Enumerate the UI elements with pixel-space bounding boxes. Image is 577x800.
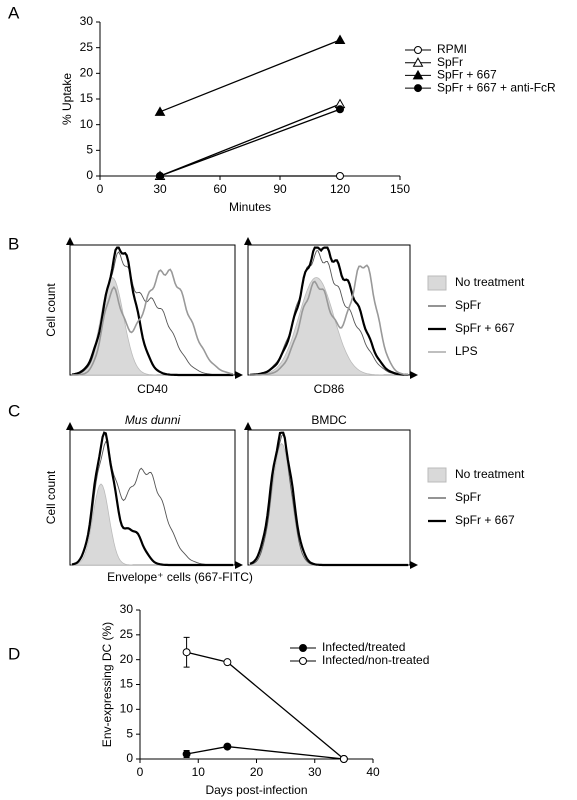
marker — [223, 658, 232, 667]
x-tick-label: 0 — [137, 765, 144, 779]
legend-swatch — [427, 275, 447, 291]
y-tick-label: 15 — [120, 677, 134, 691]
marker — [299, 657, 307, 665]
histogram-area — [71, 483, 233, 566]
x-axis-label: CD40 — [137, 382, 168, 396]
y-tick-label: 25 — [120, 627, 134, 641]
y-tick-label: 30 — [120, 602, 134, 616]
legend-label: Infected/treated — [322, 640, 405, 654]
y-tick-label: 0 — [126, 751, 133, 765]
series-line — [186, 651, 345, 760]
histogram-curve — [71, 268, 234, 376]
x-tick-label: 120 — [330, 182, 350, 196]
series-line — [159, 39, 341, 113]
x-axis-label: Envelope⁺ cells (667-FITC) — [107, 570, 253, 584]
plot-title: BMDC — [311, 413, 347, 427]
marker — [334, 34, 346, 44]
x-tick-label: 90 — [273, 182, 287, 196]
marker — [412, 57, 424, 67]
legend-label: SpFr + 667 + anti-FcR — [437, 80, 556, 94]
marker — [414, 84, 422, 93]
y-tick-label: 0 — [86, 168, 93, 182]
series-line — [159, 103, 341, 177]
x-tick-label: 0 — [97, 182, 104, 196]
histogram-curve — [249, 246, 409, 376]
legend-label: SpFr — [455, 298, 481, 312]
y-axis-label: % Uptake — [60, 73, 74, 125]
panel-label: A — [8, 3, 20, 22]
marker — [182, 648, 191, 657]
marker — [182, 750, 191, 759]
histogram-curve — [250, 264, 409, 376]
legend-label: RPMI — [437, 42, 467, 56]
legend-label: SpFr + 667 — [437, 68, 497, 82]
plot-title: Mus dunni — [125, 413, 181, 427]
x-tick-label: 10 — [192, 765, 206, 779]
marker — [156, 172, 164, 180]
marker — [414, 46, 422, 54]
legend-label: SpFr — [455, 490, 481, 504]
x-axis-label: Days post-infection — [205, 783, 307, 797]
series-line — [186, 745, 344, 760]
marker — [223, 742, 232, 751]
y-tick-label: 30 — [80, 14, 94, 28]
y-tick-label: 20 — [120, 652, 134, 666]
legend-swatch — [427, 467, 447, 483]
histogram-curve — [249, 431, 408, 567]
legend-label: SpFr — [437, 55, 463, 69]
legend-label: No treatment — [455, 467, 525, 481]
legend-label: SpFr + 667 — [455, 321, 515, 335]
y-axis-label: Cell count — [44, 283, 58, 337]
y-tick-label: 25 — [80, 40, 94, 54]
y-tick-label: 20 — [80, 66, 94, 80]
y-axis-label: Cell count — [44, 470, 58, 524]
legend-label: SpFr + 667 — [455, 513, 515, 527]
y-tick-label: 10 — [80, 117, 94, 131]
marker — [299, 644, 307, 652]
legend-label: LPS — [455, 344, 478, 358]
x-tick-label: 30 — [308, 765, 322, 779]
marker — [339, 755, 348, 763]
legend-label: No treatment — [455, 275, 525, 289]
x-axis-label: CD86 — [314, 382, 345, 396]
y-tick-label: 5 — [86, 143, 93, 157]
x-axis-label: Minutes — [229, 200, 271, 214]
histogram-curve — [71, 431, 233, 567]
panel-label: B — [8, 234, 19, 253]
y-tick-label: 5 — [126, 726, 133, 740]
panel-label: C — [8, 401, 20, 420]
y-tick-label: 10 — [120, 702, 134, 716]
x-tick-label: 150 — [390, 182, 410, 196]
panel-label: D — [8, 644, 20, 663]
histogram-area — [249, 277, 408, 376]
x-tick-label: 30 — [153, 182, 167, 196]
marker — [336, 172, 344, 180]
histogram-curve — [71, 246, 233, 377]
marker — [412, 69, 424, 80]
y-axis-label: Env-expressing DC (%) — [100, 622, 114, 747]
x-tick-label: 60 — [213, 182, 227, 196]
x-tick-label: 40 — [366, 765, 380, 779]
marker — [154, 106, 166, 116]
series-line — [159, 108, 341, 177]
y-tick-label: 15 — [80, 91, 94, 105]
x-tick-label: 20 — [250, 765, 264, 779]
legend-label: Infected/non-treated — [322, 653, 429, 667]
marker — [336, 105, 344, 114]
